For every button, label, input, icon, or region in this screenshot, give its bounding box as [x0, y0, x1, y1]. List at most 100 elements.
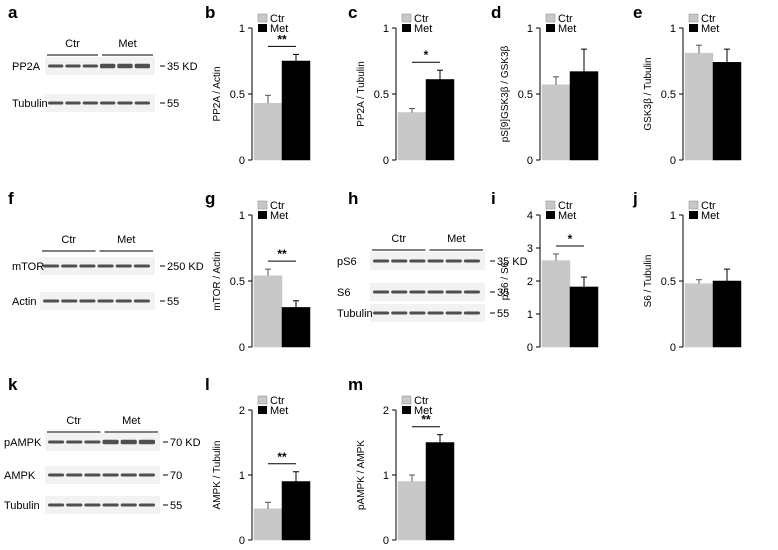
panel-letter-b: b [205, 3, 215, 22]
blot-row-label: PP2A [12, 61, 41, 73]
panel-letter-h: h [348, 189, 358, 208]
legend-swatch-ctr [401, 395, 412, 405]
legend-swatch-met [402, 406, 411, 414]
blot-band [84, 503, 101, 507]
legend-label-met: Met [270, 23, 288, 35]
y-tick-label: 0 [670, 155, 676, 167]
legend-swatch-met [258, 211, 267, 219]
significance-marker: ** [277, 450, 287, 464]
marker-label: 250 KD [167, 261, 204, 273]
panel-letter-c: c [348, 3, 357, 22]
legend-swatch-met [689, 211, 698, 219]
blot-band [134, 63, 150, 69]
bar-met [712, 62, 742, 161]
blot-k: Ctr Met pAMPK 70 KD AMPK 70 Tubulin 55 [4, 415, 201, 514]
blot-band [82, 64, 98, 68]
blot-band [463, 311, 480, 315]
blot-band [48, 64, 64, 68]
blot-h: Ctr Met pS6 35 KD S6 35 Tubulin 55 [337, 233, 528, 322]
bar-ctr [253, 508, 283, 541]
y-tick-label: 0 [239, 342, 245, 354]
group-label: Met [122, 415, 140, 427]
legend-label-met: Met [414, 405, 432, 417]
panel-letter-g: g [205, 189, 215, 208]
bar-ctr [541, 84, 571, 161]
blot-band [102, 503, 119, 507]
y-axis-label: pS[9]GSK3β / GSK3β [500, 45, 511, 142]
blot-band [409, 259, 426, 263]
significance-marker: ** [277, 247, 287, 261]
marker-label: 70 [170, 470, 182, 482]
bar-ctr [397, 481, 427, 541]
blot-band [120, 503, 137, 507]
blot-band [102, 439, 119, 445]
blot-band [409, 290, 426, 294]
legend-label-met: Met [270, 210, 288, 222]
y-tick-label: 0 [383, 155, 389, 167]
blot-band [115, 299, 132, 303]
y-tick-label: 0.5 [374, 89, 389, 101]
blot-band [134, 101, 150, 105]
blot-band [66, 503, 83, 507]
blot-band [117, 101, 133, 105]
marker-label: 35 [497, 287, 509, 299]
y-tick-label: 1 [383, 470, 389, 482]
panel-letter-e: e [633, 3, 642, 22]
y-tick-label: 0.5 [230, 276, 245, 288]
bar-met [425, 442, 455, 541]
legend-label-met: Met [701, 210, 719, 222]
y-tick-label: 4 [527, 210, 533, 222]
bar-ctr [684, 52, 714, 161]
blot-band [48, 473, 65, 477]
blot-band [115, 264, 132, 268]
blot-row-label: AMPK [4, 470, 36, 482]
legend-swatch-ctr [257, 13, 268, 23]
marker-label: 55 [497, 308, 509, 320]
y-tick-label: 0 [527, 155, 533, 167]
blot-row-label: Tubulin [4, 500, 40, 512]
blot-band [82, 101, 98, 105]
legend-swatch-ctr [545, 13, 556, 23]
blot-band [48, 101, 64, 105]
legend-label-ctr: Ctr [558, 13, 573, 25]
blot-band [61, 299, 78, 303]
legend-label-met: Met [701, 23, 719, 35]
panel-letter-k: k [8, 375, 18, 394]
blot-band [133, 264, 150, 268]
blot-band [79, 299, 96, 303]
legend-swatch-met [546, 211, 555, 219]
blot-row-label: mTOR [12, 261, 44, 273]
bar-ctr [684, 283, 714, 348]
blot-band [445, 290, 462, 294]
y-tick-label: 0 [239, 155, 245, 167]
blot-band [43, 264, 60, 268]
y-tick-label: 2 [383, 405, 389, 417]
bar-met [425, 79, 455, 161]
bar-met [281, 481, 311, 541]
y-axis-label: GSK3β / Tubulin [643, 57, 654, 130]
group-label: Ctr [391, 233, 406, 245]
blot-band [445, 259, 462, 263]
blot-row-label: S6 [337, 287, 350, 299]
y-tick-label: 3 [527, 243, 533, 255]
y-tick-label: 1 [670, 210, 676, 222]
blot-band [48, 440, 65, 444]
legend-label-met: Met [558, 210, 576, 222]
legend-swatch-met [258, 406, 267, 414]
legend-swatch-met [258, 24, 267, 32]
legend-swatch-ctr [688, 13, 699, 23]
blot-band [445, 311, 462, 315]
blot-band [120, 439, 137, 445]
blot-band [79, 264, 96, 268]
legend-swatch-met [689, 24, 698, 32]
bar-ctr [397, 112, 427, 161]
blot-band [138, 439, 155, 445]
y-tick-label: 0.5 [661, 89, 676, 101]
blot-band [84, 473, 101, 477]
